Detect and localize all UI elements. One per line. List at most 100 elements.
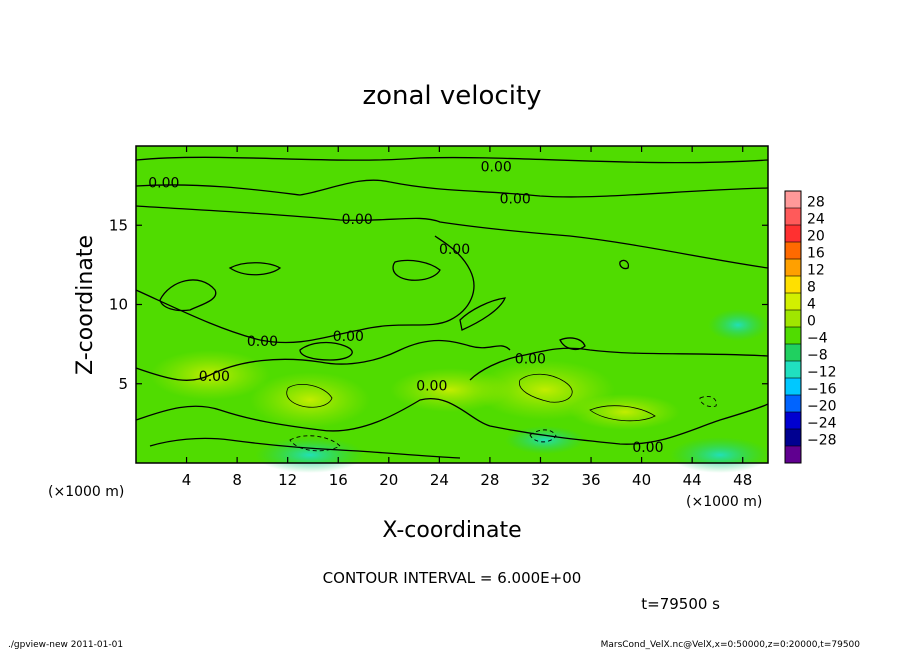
field-patch [250,372,370,428]
colorbar-swatch [785,361,801,379]
y-tick-label: 10 [109,296,128,314]
plot-area: 0.00 0.00 0.00 0.00 0.00 0.00 0.00 0.00 0.00 0.00… [135,145,770,473]
contour-line [619,259,630,270]
contour-line [228,262,282,276]
contour-line [559,337,586,351]
contour-label: 0.00 [247,334,278,350]
contour-line [469,347,769,381]
contour-label: 0.00 [439,242,470,258]
x-tick-label: 24 [430,471,449,489]
y-tick-label: 5 [118,375,128,393]
x-tick-label: 4 [182,471,192,489]
x-tick-label: 40 [632,471,651,489]
x-tick-label: 36 [581,471,600,489]
field-patch [390,368,510,412]
y-axis-label: Z-coordinate [73,235,98,375]
colorbar-label: 4 [807,297,816,313]
colorbar-label: −8 [807,348,828,364]
colorbar-swatch [785,276,801,294]
contour-line [149,437,461,459]
colorbar-swatch [785,191,801,209]
colorbar-label: −24 [807,416,837,432]
contour-label: 0.00 [500,191,531,207]
field-patch [505,426,585,454]
colorbar-label: 0 [807,314,816,330]
colorbar-swatch [785,412,801,430]
x-tick-label: 20 [379,471,398,489]
contour-line [135,179,769,198]
contour-label: 0.00 [481,160,512,176]
x-axis: 4 8 12 16 20 24 28 32 36 40 44 48 [182,146,752,489]
x-unit-left: (×1000 m) [48,484,124,500]
contour-interval-text: CONTOUR INTERVAL = 6.000E+00 [323,569,582,587]
contour-line [135,156,769,164]
colorbar-label: 28 [807,195,825,211]
contour-label: 0.00 [199,369,230,385]
colorbar-label: 16 [807,246,825,262]
colorbar-swatch [785,344,801,362]
colorbar-swatch [785,293,801,311]
colorbar-label: 8 [807,280,816,296]
contour-label: 0.00 [342,212,373,228]
colorbar-label: −28 [807,433,837,449]
field-patch [255,437,365,473]
contour-lines [135,156,769,459]
x-tick-label: 12 [278,471,297,489]
field-patch [708,309,768,341]
colorbar-swatch [785,395,801,413]
y-axis: 5 10 15 [109,216,768,393]
x-axis-label: X-coordinate [382,518,521,543]
x-tick-label: 8 [232,471,242,489]
x-tick-label: 32 [531,471,550,489]
colorbar-swatch [785,446,801,464]
contour-line [159,279,217,312]
contour-line [459,297,507,331]
colorbar-label: −16 [807,382,837,398]
contour-line [135,205,769,269]
contour-line [299,341,353,361]
colorbar-swatch [785,225,801,243]
x-tick-label: 16 [329,471,348,489]
colorbar-swatch [785,327,801,345]
y-tick-label: 15 [109,216,128,234]
colorbar-label: −4 [807,331,828,347]
colorbar-label: 24 [807,212,825,228]
footer-left: ./gpview-new 2011-01-01 [8,640,124,650]
contour-label: 0.00 [515,351,546,367]
colorbar-swatch [785,378,801,396]
contour-line [699,395,717,407]
colorbar-label: −20 [807,399,837,415]
colorbar-swatch [785,259,801,277]
field-patch [570,394,680,430]
contour-line [135,235,475,344]
contour-label: 0.00 [148,175,179,191]
chart-title: zonal velocity [362,81,541,111]
x-tick-label: 28 [480,471,499,489]
contour-line [135,397,769,445]
contour-line [289,435,341,452]
colorbar-label: −12 [807,365,837,381]
contour-label: 0.00 [333,329,364,345]
contour-label: 0.00 [632,440,663,456]
colorbar-label: 12 [807,263,825,279]
colorbar-swatch [785,242,801,260]
field-patch [670,437,770,473]
contour-labels: 0.00 0.00 0.00 0.00 0.00 0.00 0.00 0.00 0.00 0.00… [148,160,663,457]
contour-line [392,259,441,281]
colorbar-label: 20 [807,229,825,245]
footer-right: MarsCond_VelX.nc@VelX,x=0:50000,z=0:2000… [600,640,860,650]
x-unit-right: (×1000 m) [686,494,762,510]
colorbar-swatch [785,208,801,226]
contour-line [519,373,573,403]
contour-line [589,405,656,422]
contour-label: 0.00 [416,378,447,394]
x-tick-label: 44 [683,471,702,489]
colorbar-swatch [785,310,801,328]
time-label: t=79500 s [641,595,720,613]
contour-line [135,339,511,381]
contour-line [286,384,333,408]
contour-line [529,429,557,443]
x-tick-label: 48 [733,471,752,489]
